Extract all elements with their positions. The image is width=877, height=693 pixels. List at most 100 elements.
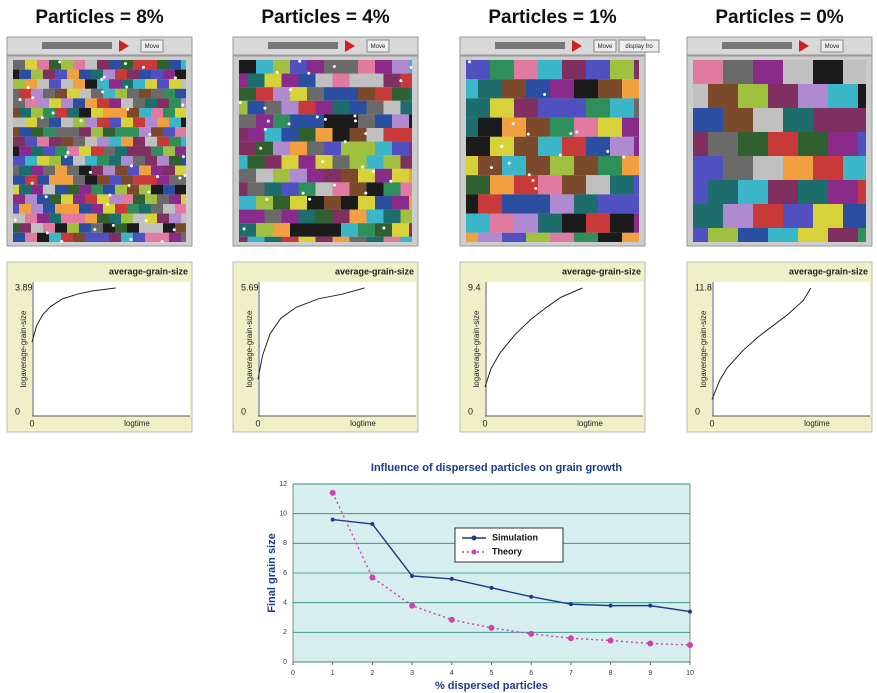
grain (13, 166, 19, 176)
grain (19, 108, 31, 118)
grain (151, 185, 163, 195)
data-point (409, 603, 415, 609)
y-tick-label: 3.89 (15, 282, 33, 292)
grain (466, 156, 478, 175)
particle (531, 179, 534, 182)
grain (163, 223, 175, 233)
grain (91, 185, 103, 195)
particle (239, 101, 242, 104)
grain (384, 128, 401, 142)
grain (151, 223, 163, 233)
grain (693, 108, 723, 132)
y-tick-label: 9.4 (468, 282, 481, 292)
grain (813, 156, 843, 180)
grain (350, 128, 367, 142)
grain (43, 146, 55, 156)
particle (124, 62, 127, 65)
grain (85, 118, 97, 128)
particle (344, 140, 347, 143)
grain (813, 60, 843, 84)
grain (67, 108, 79, 118)
data-point (410, 574, 414, 578)
grain (290, 169, 307, 183)
grain (239, 142, 256, 156)
grain (79, 70, 91, 80)
data-point (569, 602, 573, 606)
grain (401, 155, 413, 169)
grain (384, 210, 401, 224)
grain (49, 156, 61, 166)
x-tick-label: 0 (255, 418, 260, 428)
grain (37, 137, 49, 147)
grain (37, 156, 49, 166)
simulation-view (13, 60, 187, 243)
grain (61, 79, 73, 89)
grain (265, 237, 282, 242)
particle (174, 76, 177, 79)
grain (181, 214, 186, 224)
grain (708, 228, 738, 242)
grain (858, 228, 866, 242)
grain (693, 156, 723, 180)
grain (622, 79, 639, 98)
grain (145, 79, 157, 89)
data-point (449, 617, 455, 623)
grain (586, 137, 610, 156)
grain (738, 84, 768, 108)
grain (610, 137, 634, 156)
grain (502, 233, 526, 242)
grain (538, 137, 562, 156)
grain (290, 223, 307, 237)
grain (13, 137, 25, 147)
plot-area (485, 282, 643, 416)
grain (401, 101, 413, 115)
grain (622, 194, 639, 213)
plot-title: average-grain-size (789, 266, 868, 276)
grain (239, 182, 248, 196)
grain (375, 60, 392, 74)
grain (693, 228, 708, 242)
grain (478, 233, 502, 242)
grain (115, 70, 127, 80)
grain (163, 70, 175, 80)
particle (52, 112, 55, 115)
grain (79, 146, 91, 156)
grain (37, 118, 49, 128)
grain (798, 132, 828, 156)
particle (382, 227, 385, 230)
data-point (648, 604, 652, 608)
grain (169, 156, 181, 166)
grain (375, 87, 392, 101)
grain (19, 223, 31, 233)
grain (798, 228, 828, 242)
grain (103, 146, 115, 156)
grain (333, 101, 350, 115)
data-point (647, 640, 653, 646)
grain (79, 89, 91, 99)
x-axis-label: logtime (124, 419, 150, 428)
particle (264, 128, 267, 131)
y-tick-label: 0 (283, 659, 287, 666)
data-point (529, 595, 533, 599)
grain (307, 142, 324, 156)
grain (350, 182, 367, 196)
grain (307, 169, 324, 183)
grain (265, 128, 282, 142)
grain (73, 214, 85, 224)
x-tick-label: 7 (569, 670, 573, 677)
grain (375, 114, 392, 128)
grain (157, 79, 169, 89)
grain (13, 156, 25, 166)
grain (157, 60, 169, 70)
grain (307, 87, 324, 101)
grain (163, 127, 175, 137)
grain (13, 79, 25, 89)
grain (25, 194, 37, 204)
y-tick-label: 4 (283, 600, 287, 607)
grain (282, 101, 299, 115)
grain (622, 233, 639, 242)
grain (316, 237, 333, 242)
grain (139, 89, 151, 99)
grain (31, 185, 43, 195)
grain (466, 233, 478, 242)
